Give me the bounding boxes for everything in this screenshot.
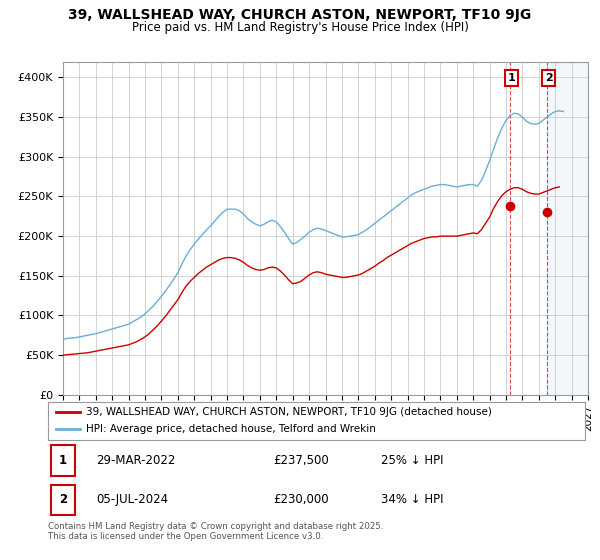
Text: 25% ↓ HPI: 25% ↓ HPI — [381, 454, 443, 467]
Text: 39, WALLSHEAD WAY, CHURCH ASTON, NEWPORT, TF10 9JG (detached house): 39, WALLSHEAD WAY, CHURCH ASTON, NEWPORT… — [86, 407, 491, 417]
Text: Contains HM Land Registry data © Crown copyright and database right 2025.
This d: Contains HM Land Registry data © Crown c… — [48, 522, 383, 542]
Text: 2: 2 — [59, 493, 67, 506]
Text: 1: 1 — [508, 73, 515, 83]
Text: £237,500: £237,500 — [274, 454, 329, 467]
Text: 29-MAR-2022: 29-MAR-2022 — [97, 454, 176, 467]
Text: 2: 2 — [545, 73, 553, 83]
Text: HPI: Average price, detached house, Telford and Wrekin: HPI: Average price, detached house, Telf… — [86, 424, 376, 435]
Text: £230,000: £230,000 — [274, 493, 329, 506]
Text: 34% ↓ HPI: 34% ↓ HPI — [381, 493, 443, 506]
FancyBboxPatch shape — [50, 445, 75, 476]
Text: 39, WALLSHEAD WAY, CHURCH ASTON, NEWPORT, TF10 9JG: 39, WALLSHEAD WAY, CHURCH ASTON, NEWPORT… — [68, 8, 532, 22]
Text: Price paid vs. HM Land Registry's House Price Index (HPI): Price paid vs. HM Land Registry's House … — [131, 21, 469, 34]
Bar — [547, 62, 588, 395]
Text: 1: 1 — [59, 454, 67, 467]
Text: 05-JUL-2024: 05-JUL-2024 — [97, 493, 169, 506]
FancyBboxPatch shape — [50, 484, 75, 515]
